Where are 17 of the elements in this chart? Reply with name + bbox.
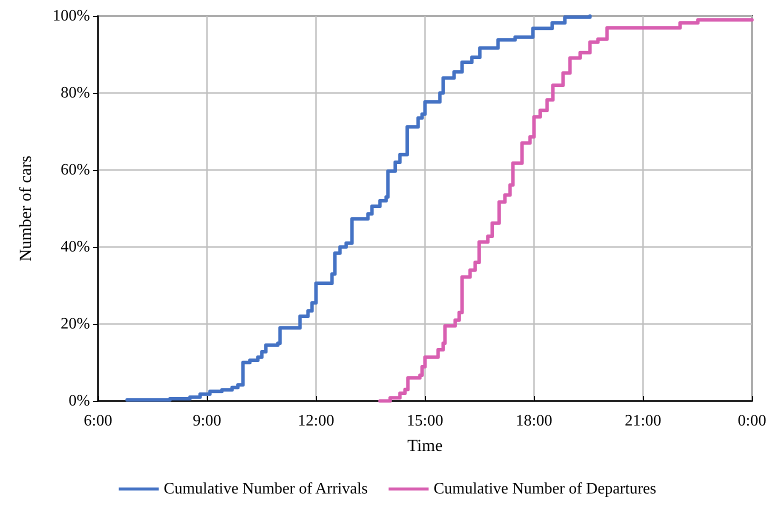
y-tick-label: 80% <box>60 84 90 102</box>
x-tick-label: 6:00 <box>84 412 112 430</box>
x-tick-label: 0:00 <box>738 412 766 430</box>
x-tick-label: 9:00 <box>192 412 222 430</box>
y-tick-label: 20% <box>60 316 90 332</box>
x-axis-title: Time <box>407 436 443 455</box>
legend-label: Cumulative Number of Departures <box>434 480 656 498</box>
x-tick-label: 21:00 <box>624 412 662 430</box>
y-tick-label: 60% <box>60 162 90 178</box>
y-tick-label: 0% <box>68 392 90 410</box>
legend-label: Cumulative Number of Arrivals <box>164 480 368 498</box>
y-tick-label: 100% <box>52 8 90 24</box>
y-axis-title: Number of cars <box>16 156 35 262</box>
x-tick-label: 12:00 <box>298 412 334 430</box>
x-tick-label: 18:00 <box>516 412 552 430</box>
y-tick-label: 40% <box>60 238 90 256</box>
x-tick-label: 15:00 <box>406 412 444 430</box>
